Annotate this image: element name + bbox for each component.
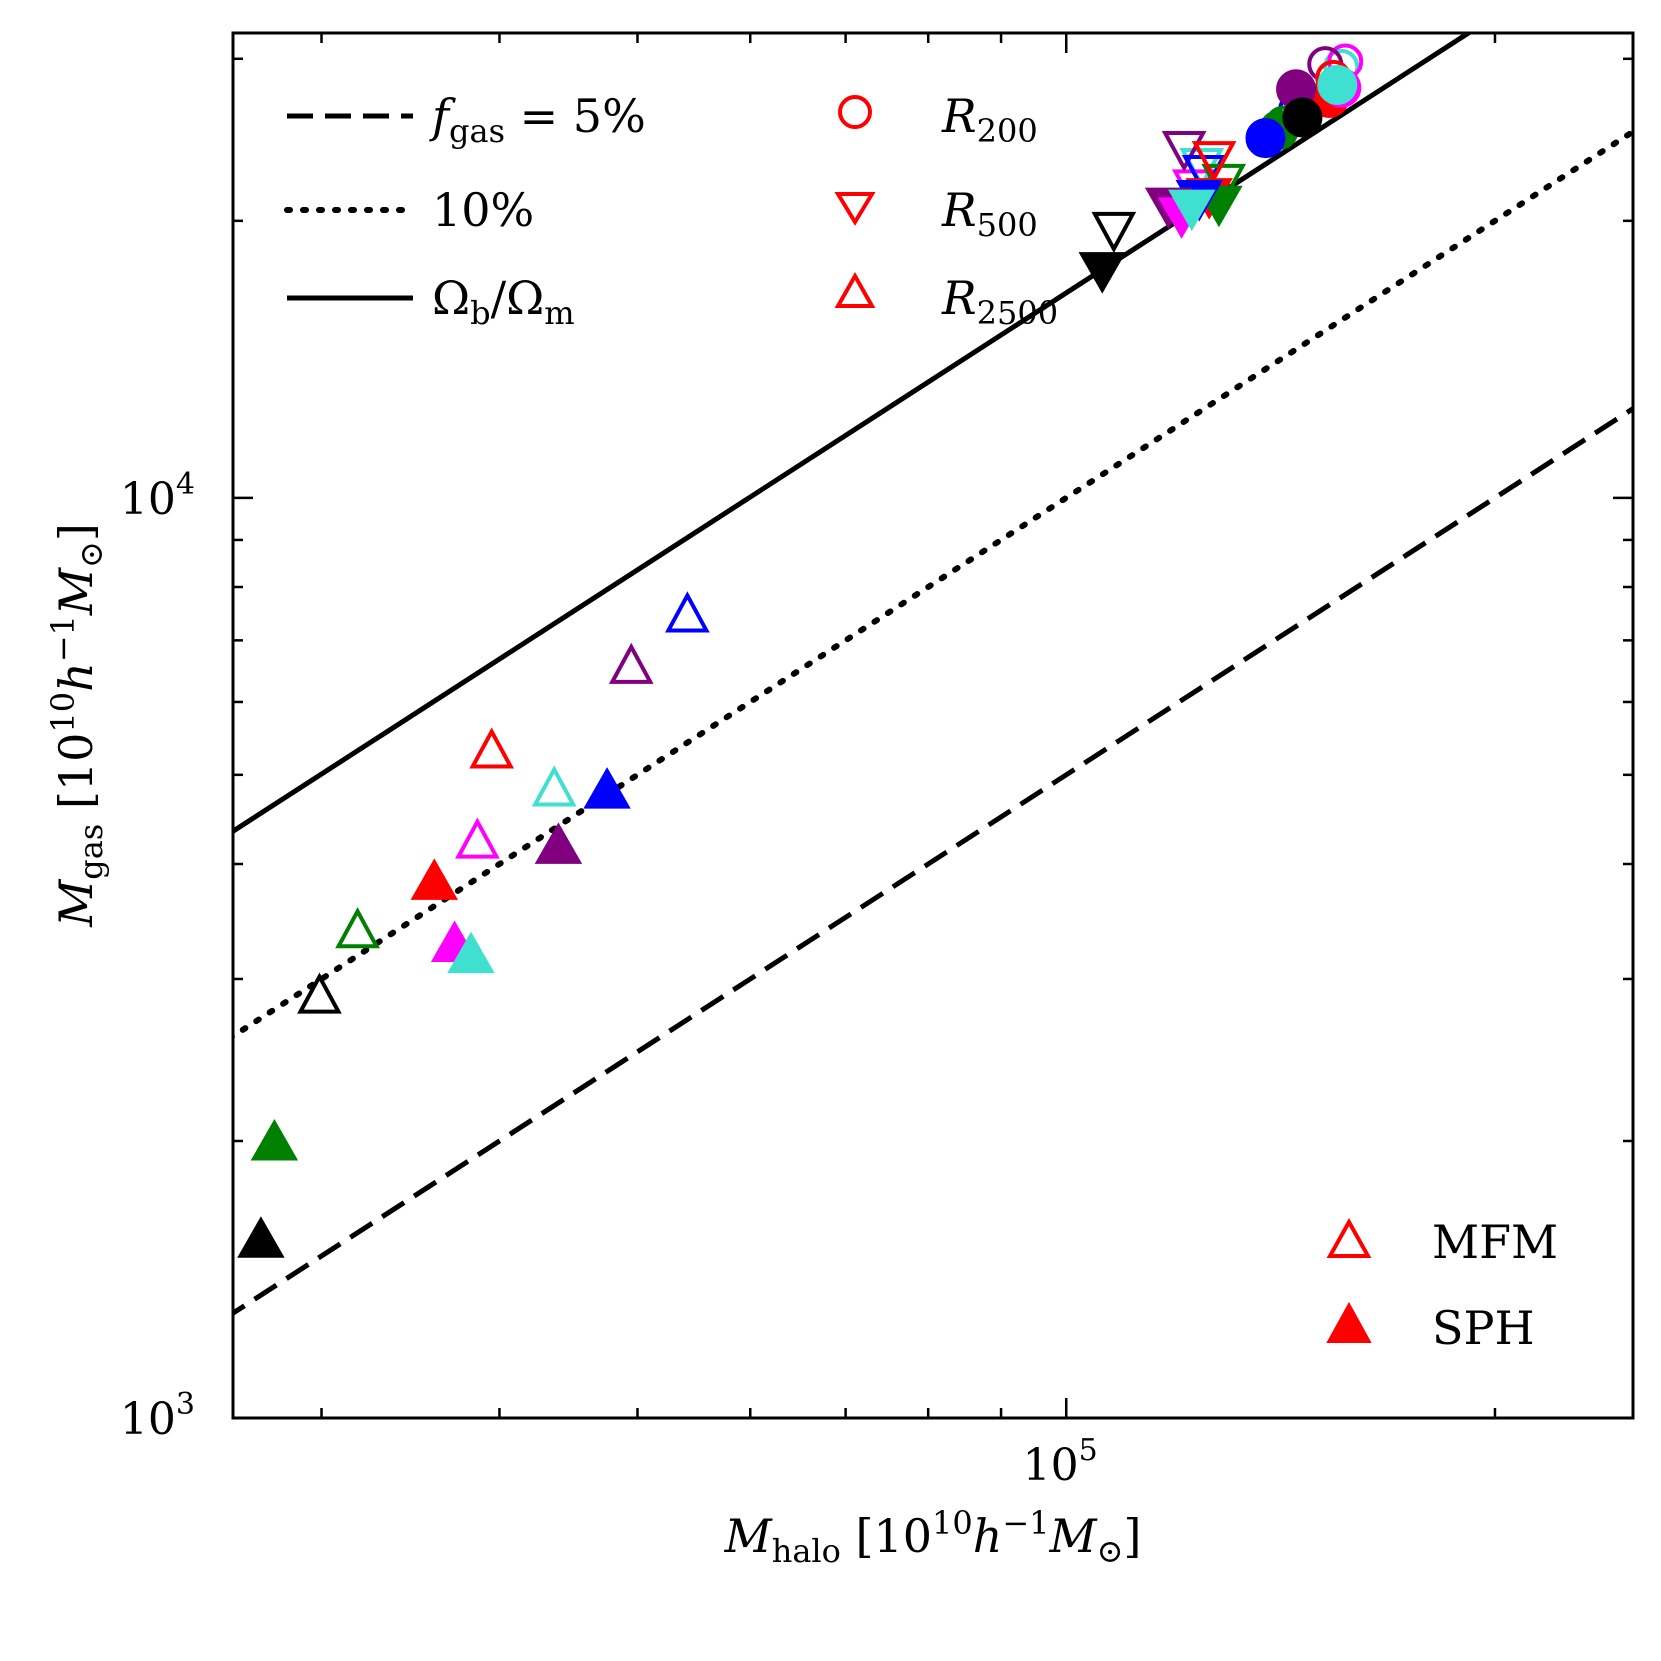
legend-lines: fgas = 5% 10% Ωb/Ωm [284,89,646,332]
marker-r2500-mfm-blue [665,591,710,633]
marker-r2500-mfm-red [469,727,515,769]
marker-r200-sph-cyan [1317,64,1358,105]
legend-sph-marker [1326,1301,1372,1343]
marker-r200-sph-blue [1245,118,1286,159]
legend-circle-marker [838,95,872,129]
legend-triangle-down-marker [834,192,876,226]
legend-label-r500: R500 [941,183,1038,244]
marker-r2500-mfm-green [335,907,380,949]
marker-r2500-sph-red [410,858,459,900]
legend-label-10pct: 10% [432,183,534,237]
legend-label-mfm: MFM [1432,1215,1558,1269]
marker-r2500-mfm-cyan [531,765,577,807]
axis-ticks [233,33,1633,1420]
reference-line-solid [233,33,1474,835]
reference-line-dotted [233,128,1633,1040]
legend-label-r200: R200 [941,89,1038,150]
legend-methods: MFM SPH [1326,1215,1558,1355]
y-tick-label: 104 [120,467,195,525]
legend-mfm-marker [1326,1217,1372,1258]
legend-radii: R200 R500 R2500 [834,89,1058,332]
y-axis-label: Mgas [1010h−1M⊙] [44,523,110,928]
legend-triangle-up-marker [834,271,876,308]
x-axis-label: Mhalo [1010h−1M⊙] [724,1504,1142,1570]
marker-r2500-sph-cyan [447,931,495,974]
marker-r500-sph-black [1078,252,1126,294]
reference-lines [233,33,1633,1317]
marker-r500-mfm-black [1091,211,1137,254]
marker-r2500-mfm-magenta [455,817,500,859]
legend-label-omega: Ωb/Ωm [432,271,575,332]
marker-r500-mfm-red [1191,141,1237,183]
marker-r2500-mfm-black [297,972,342,1014]
marker-r2500-sph-green [250,1118,299,1161]
tick-labels: 105 103 104 [120,467,1098,1491]
legend-label-sph: SPH [1432,1301,1535,1355]
legend-label-fgas: fgas = 5% [429,89,646,150]
marker-r500-sph-cyan [1168,189,1216,232]
legend-label-r2500: R2500 [941,271,1058,332]
y-tick-label: 103 [120,1387,195,1445]
marker-r2500-sph-purple [534,822,583,864]
data-markers [237,43,1364,1258]
plot-frame [231,31,1635,1420]
x-tick-label: 105 [1023,1433,1098,1491]
marker-r2500-mfm-purple [608,642,654,684]
marker-r2500-sph-black [237,1216,285,1258]
marker-r200-sph-black [1282,97,1323,138]
marker-r500-mfm-purple [1161,130,1207,173]
marker-r2500-sph-blue [583,767,631,809]
reference-line-dashed [233,405,1633,1317]
